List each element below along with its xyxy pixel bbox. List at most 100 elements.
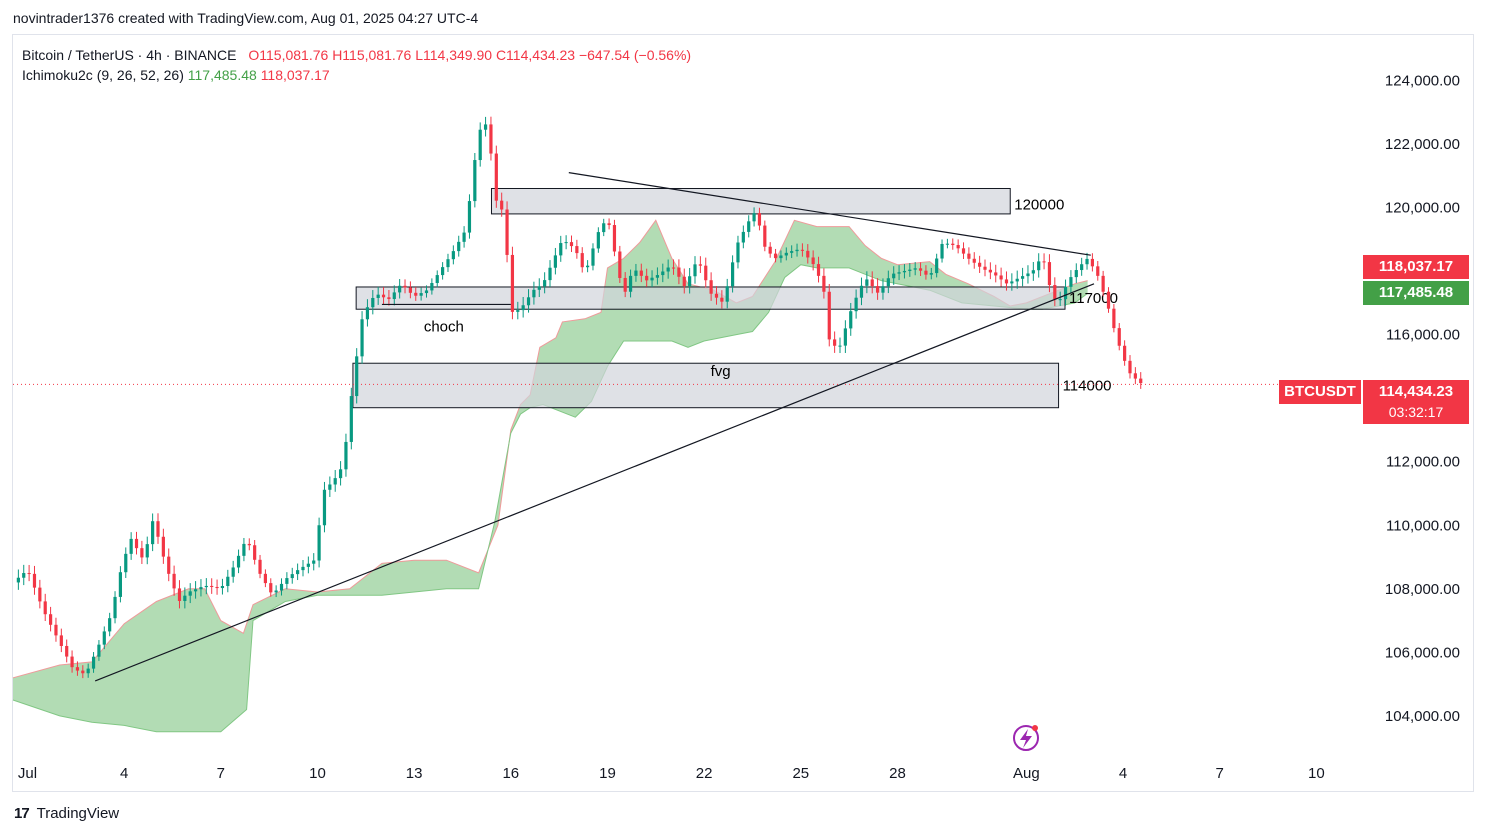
candle-body: [446, 259, 450, 268]
candle-body: [22, 573, 26, 578]
candle-body: [1112, 308, 1116, 329]
candle-body: [312, 560, 316, 564]
candle-body: [983, 266, 987, 270]
candle-body: [301, 566, 305, 571]
candle-body: [822, 275, 826, 292]
candle-body: [596, 232, 600, 249]
candle-body: [269, 583, 273, 593]
candle-body: [430, 283, 434, 291]
candle-body: [435, 275, 439, 284]
legend-indicator-value-2: 118,037.17: [260, 67, 330, 83]
candle-body: [677, 267, 681, 277]
legend-indicator[interactable]: Ichimoku2c (9, 26, 52, 26): [22, 67, 184, 83]
candle-body: [91, 656, 96, 669]
legend-symbol[interactable]: Bitcoin / TetherUS · 4h · BINANCE: [22, 47, 237, 63]
trendline-1: [94, 283, 1095, 682]
candle-body: [129, 538, 133, 554]
candle-body: [1042, 261, 1046, 263]
candle-body: [1128, 360, 1132, 374]
x-axis-tick-label: Jul: [18, 765, 37, 782]
footer-brand[interactable]: 17 TradingView: [14, 805, 119, 822]
candle-body: [333, 478, 337, 485]
candle-body: [220, 586, 225, 589]
candle-body: [918, 268, 923, 271]
candle-body: [741, 231, 745, 243]
candle-body: [602, 223, 606, 233]
candle-body: [516, 310, 520, 312]
y-axis-tick-label: 116,000.00: [1386, 327, 1460, 344]
candle-body: [1090, 258, 1094, 267]
candle-body: [1026, 273, 1030, 277]
candle-body: [1058, 299, 1062, 301]
candle-body: [800, 249, 805, 251]
lightning-icon-bolt: [1020, 729, 1032, 748]
candle-body: [274, 590, 278, 593]
candle-body: [134, 538, 139, 549]
candle-body: [441, 267, 445, 276]
zone-rect-114000: [352, 362, 1060, 409]
candle-body: [1133, 373, 1137, 379]
candle-body: [489, 124, 493, 154]
candle-body: [634, 270, 638, 276]
candle-body: [806, 250, 810, 258]
candle-body: [215, 586, 219, 589]
candle-body: [843, 328, 847, 346]
candle-body: [548, 267, 552, 281]
candle-body: [827, 291, 831, 340]
candle-body: [279, 583, 284, 591]
x-axis-tick-label: 7: [1216, 765, 1224, 782]
candle-body: [784, 252, 788, 256]
candle-body: [795, 249, 799, 252]
candle-body: [381, 294, 386, 298]
candle-body: [1080, 264, 1084, 271]
zone-label-120000: 120000: [1014, 196, 1064, 213]
candle-body: [360, 319, 364, 357]
candle-body: [752, 213, 756, 222]
candle-body: [1123, 345, 1127, 361]
y-axis-tick-label: 110,000.00: [1386, 517, 1460, 534]
candle-body: [553, 255, 557, 268]
candle-body: [1010, 281, 1014, 284]
candle-body: [167, 556, 171, 574]
x-axis-tick-label: 16: [502, 765, 519, 782]
candle-body: [816, 264, 821, 276]
candle-body: [763, 225, 767, 247]
candle-body: [102, 631, 106, 645]
y-axis-tick-label: 120,000.00: [1385, 200, 1460, 217]
candle-body: [714, 293, 719, 298]
candle-body: [231, 567, 235, 577]
candle-body: [226, 576, 230, 587]
candle-body: [854, 297, 858, 312]
candle-body: [1117, 328, 1121, 346]
candle-body: [849, 311, 853, 329]
chart-legend: Bitcoin / TetherUS · 4h · BINANCE O115,0…: [22, 45, 691, 85]
candle-body: [730, 262, 735, 287]
candle-body: [978, 262, 982, 267]
candle-body: [27, 573, 31, 575]
candle-body: [1053, 285, 1057, 300]
ichimoku-cloud: [13, 220, 1088, 732]
candle-body: [757, 213, 762, 226]
candle-body: [865, 279, 869, 286]
candle-body: [253, 545, 257, 560]
candle-body: [414, 292, 418, 296]
candle-body: [875, 286, 880, 293]
candle-body: [242, 543, 246, 556]
candle-body: [693, 264, 697, 277]
candle-body: [628, 275, 633, 292]
candle-body: [521, 305, 525, 311]
trendline-2: [568, 172, 1091, 256]
candle-body: [720, 297, 724, 302]
candle-body: [1096, 266, 1100, 276]
candle-body: [790, 251, 794, 253]
candle-body: [1020, 276, 1025, 279]
candle-body: [1139, 378, 1143, 384]
x-axis-tick-label: 13: [406, 765, 423, 782]
candle-body: [140, 548, 144, 558]
candle-body: [258, 559, 262, 574]
candle-body: [172, 573, 176, 589]
legend-indicator-row: Ichimoku2c (9, 26, 52, 26) 117,485.48 11…: [22, 65, 691, 85]
lightning-icon-dot: [1032, 725, 1038, 731]
candle-body: [607, 223, 611, 226]
